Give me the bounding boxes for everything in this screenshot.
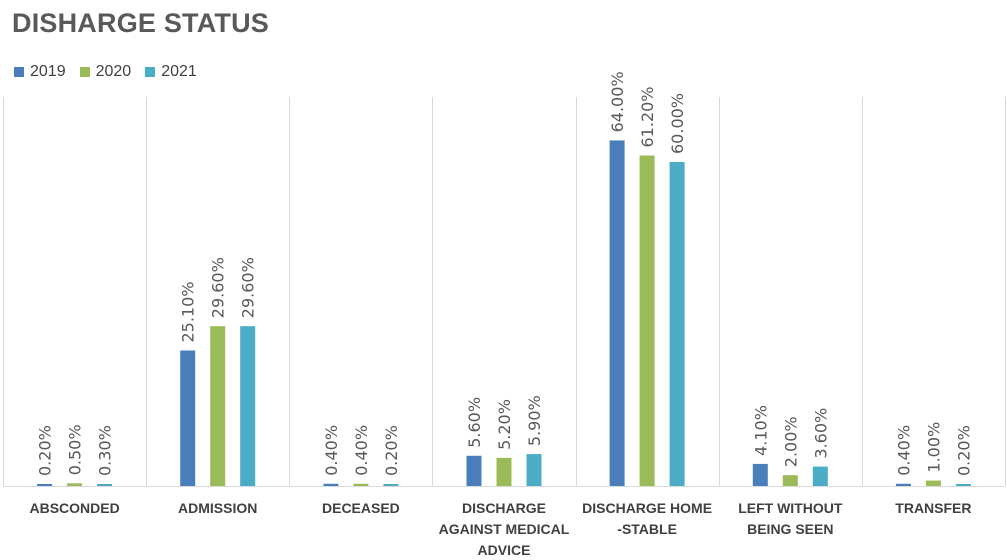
value-label-2019-0: 0.20%: [36, 425, 55, 476]
legend-label-2021: 2021: [161, 63, 197, 80]
category-label-6: TRANSFER: [895, 500, 971, 516]
legend-swatch-2019: [14, 67, 24, 77]
legend-swatch-2020: [79, 67, 90, 77]
value-label-2020-3: 5.20%: [495, 399, 514, 450]
bar-2021-5: [812, 466, 828, 486]
value-label-2019-6: 0.40%: [894, 425, 913, 476]
value-label-2020-5: 2.00%: [781, 416, 800, 467]
category-label-line: AGAINST MEDICAL: [439, 521, 570, 537]
category-label-line: DECEASED: [322, 500, 400, 516]
category-label-line: LEFT WITHOUT: [738, 500, 843, 516]
bar-2019-0: [37, 484, 53, 486]
bar-2020-3: [496, 457, 512, 486]
bar-2019-6: [895, 483, 911, 486]
value-label-2021-5: 3.60%: [811, 408, 830, 459]
bar-2020-6: [925, 480, 941, 486]
value-label-2020-2: 0.40%: [352, 425, 371, 476]
value-label-2021-3: 5.90%: [525, 395, 544, 446]
legend-item-2019: 2019: [14, 63, 66, 81]
legend-label-2020: 2020: [95, 63, 132, 80]
legend: 2019 2020 2021: [14, 63, 197, 81]
bar-2019-5: [752, 463, 768, 486]
chart-title: DISHARGE STATUS: [12, 8, 270, 38]
bar-2021-0: [97, 484, 113, 486]
bar-2020-1: [210, 326, 226, 486]
category-label-line: BEING SEEN: [747, 521, 833, 537]
value-label-2021-4: 60.00%: [668, 93, 687, 154]
value-label-2021-2: 0.20%: [382, 425, 401, 476]
legend-item-2020: 2020: [79, 63, 132, 81]
value-label-2019-3: 5.60%: [465, 397, 484, 448]
category-label-line: ABSCONDED: [29, 500, 119, 516]
value-label-2019-4: 64.00%: [608, 71, 627, 132]
category-label-line: -STABLE: [617, 521, 677, 537]
bar-2019-1: [180, 350, 196, 486]
bar-2020-5: [782, 475, 798, 486]
value-label-2021-0: 0.30%: [96, 425, 115, 476]
category-label-line: ADMISSION: [178, 500, 257, 516]
category-label-line: DISCHARGE: [462, 500, 546, 516]
bar-2021-6: [955, 484, 971, 486]
category-label-3: DISCHARGE AGAINST MEDICAL ADVICE: [439, 500, 570, 558]
category-label-5: LEFT WITHOUT BEING SEEN: [738, 500, 843, 537]
bar-2021-1: [240, 326, 256, 486]
bar-2020-4: [639, 155, 655, 486]
value-label-2020-4: 61.20%: [638, 86, 657, 147]
bar-2020-2: [353, 483, 369, 486]
category-label-2: DECEASED: [322, 500, 400, 516]
category-label-line: TRANSFER: [895, 500, 971, 516]
category-label-0: ABSCONDED: [29, 500, 119, 516]
bar-2021-3: [526, 454, 542, 486]
value-label-2019-1: 25.10%: [179, 281, 198, 342]
value-label-2021-1: 29.60%: [239, 257, 258, 318]
legend-item-2021: 2021: [145, 63, 197, 81]
legend-swatch-2021: [145, 67, 156, 77]
bar-2020-0: [67, 483, 83, 486]
bar-2021-2: [383, 484, 399, 486]
value-label-2020-1: 29.60%: [209, 257, 228, 318]
value-label-2019-5: 4.10%: [751, 405, 770, 456]
bar-2019-3: [466, 455, 482, 486]
value-label-2020-0: 0.50%: [66, 424, 85, 475]
value-label-2020-6: 1.00%: [924, 422, 943, 473]
bar-2019-2: [323, 483, 339, 486]
value-label-2021-6: 0.20%: [954, 425, 973, 476]
legend-label-2019: 2019: [30, 63, 66, 80]
category-label-line: ADVICE: [478, 542, 531, 558]
category-label-line: DISCHARGE HOME: [582, 500, 712, 516]
category-label-4: DISCHARGE HOME -STABLE: [582, 500, 712, 537]
bar-2021-4: [669, 162, 685, 486]
category-label-1: ADMISSION: [178, 500, 257, 516]
bar-2019-4: [609, 140, 625, 486]
value-label-2019-2: 0.40%: [322, 425, 341, 476]
